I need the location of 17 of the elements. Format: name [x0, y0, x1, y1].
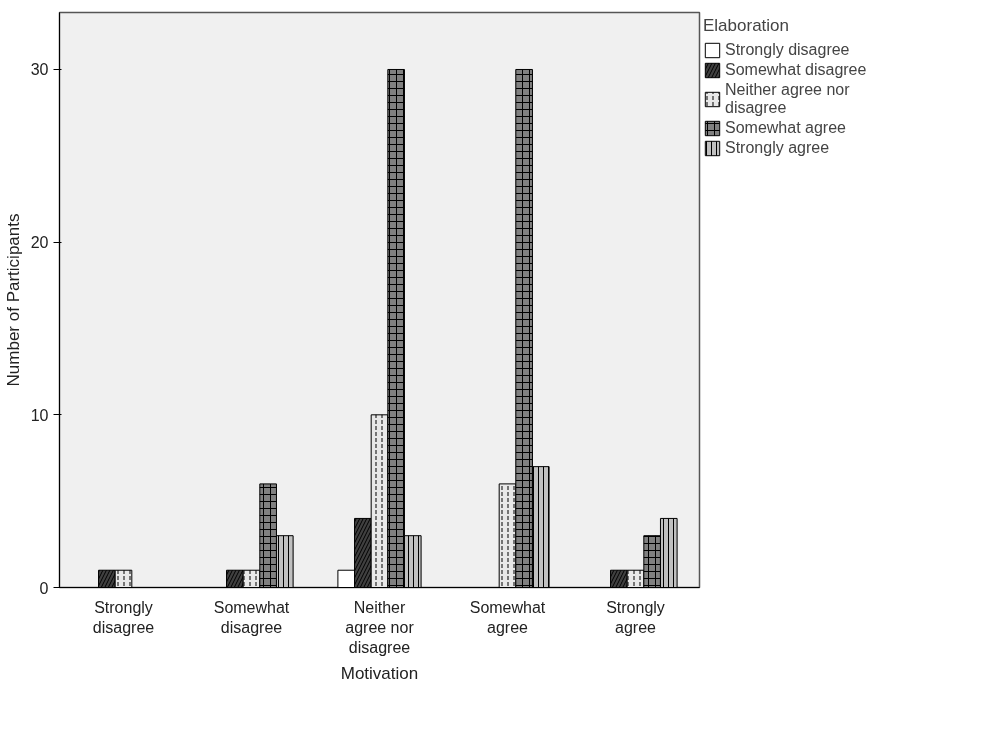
x-tick-label: Somewhat disagree — [213, 598, 290, 636]
x-tick-label: Strongly agree — [606, 598, 665, 636]
x-tick-label: Neither agree nor disagree — [345, 598, 415, 657]
y-tick-label: 0 — [39, 579, 49, 597]
legend-title: Elaboration — [703, 16, 790, 36]
y-tick-label: 30 — [30, 61, 49, 79]
y-tick-label: 10 — [30, 406, 49, 424]
x-axis-title: Motivation — [340, 664, 419, 684]
legend-label: Somewhat agree — [725, 119, 846, 137]
x-tick-label: Strongly disagree — [92, 598, 155, 636]
y-axis-title: Number of Participants — [3, 213, 23, 387]
y-tick-label: 20 — [30, 234, 49, 252]
legend-label: Strongly agree — [725, 139, 830, 157]
legend-label: Neither agree nor disagree — [725, 81, 850, 117]
x-tick-label: Somewhat agree — [469, 598, 546, 636]
legend-label: Strongly disagree — [725, 41, 850, 59]
legend-label: Somewhat disagree — [725, 61, 867, 79]
